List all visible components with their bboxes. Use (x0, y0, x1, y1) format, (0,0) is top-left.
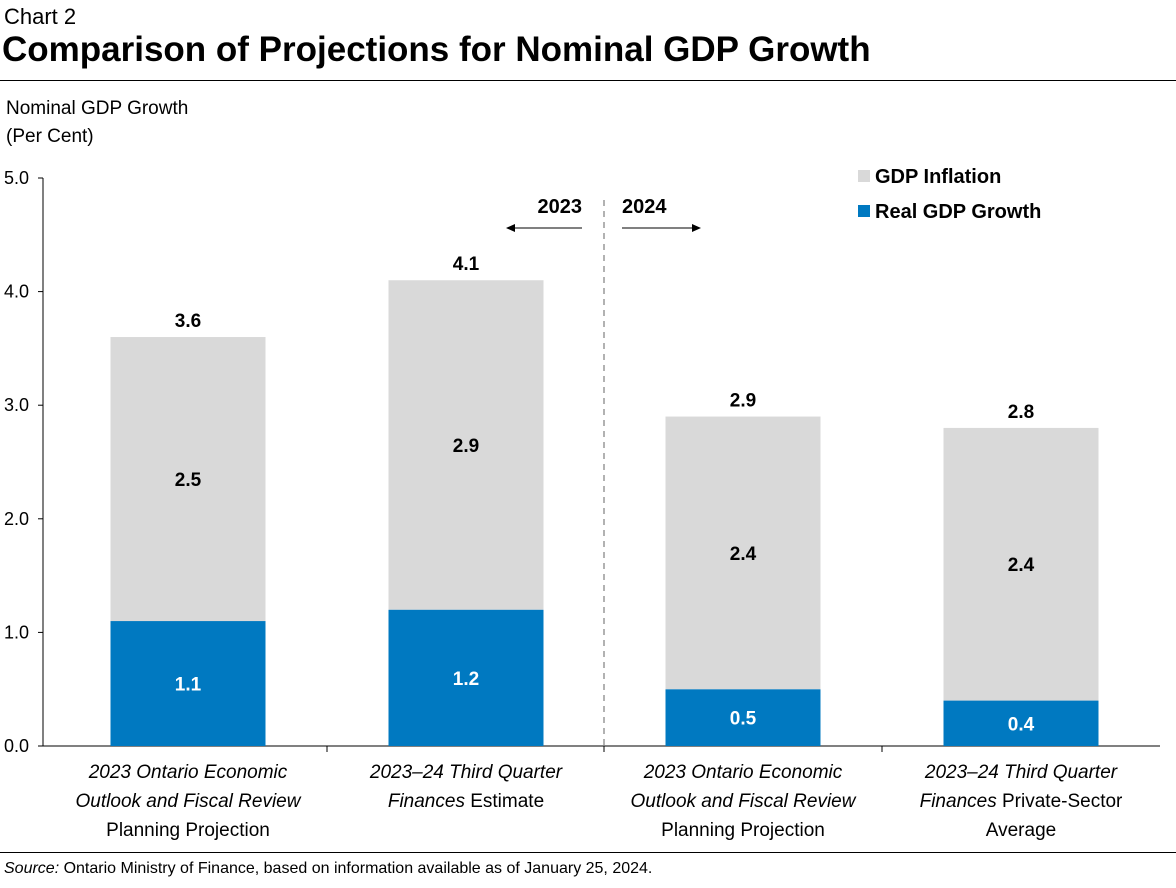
x-category-label-segment: 2023–24 Third Quarter (369, 762, 563, 783)
legend-swatch-gdp-inflation (858, 170, 870, 182)
bar-real-gdp-growth (943, 700, 1099, 746)
data-label-gdp-inflation: 2.4 (1008, 555, 1035, 576)
period-label-2023: 2023 (538, 196, 583, 218)
x-category-label-segment: 2023 Ontario Economic (643, 762, 843, 783)
legend-swatch-real-gdp-growth (858, 205, 870, 217)
x-category-label-segment: Finances (920, 791, 998, 812)
x-category-label-segment: Planning Projection (106, 820, 270, 841)
x-category-label: Planning Projection (106, 820, 270, 841)
x-category-label-segment: Average (986, 820, 1056, 841)
x-category-label: Finances Private-Sector (920, 791, 1123, 812)
source-divider (0, 852, 1176, 853)
x-category-label-segment: Finances (388, 791, 466, 812)
x-category-label: Average (986, 820, 1056, 841)
x-category-label: 2023–24 Third Quarter (369, 762, 563, 783)
x-category-label: 2023–24 Third Quarter (924, 762, 1118, 783)
bar-real-gdp-growth (110, 621, 266, 746)
data-label-total: 4.1 (453, 254, 480, 275)
bar-real-gdp-growth (665, 689, 821, 746)
title-divider (0, 80, 1176, 81)
y-tick-label: 1.0 (4, 622, 29, 642)
data-label-gdp-inflation: 2.4 (730, 544, 757, 565)
data-label-real-gdp-growth: 0.5 (730, 709, 757, 730)
x-category-label-segment: Outlook and Fiscal Review (76, 791, 302, 812)
data-label-total: 2.9 (730, 391, 756, 412)
y-tick-label: 5.0 (4, 168, 29, 188)
data-label-total: 3.6 (175, 311, 201, 332)
source-text: Ontario Ministry of Finance, based on in… (59, 860, 653, 877)
x-category-label-segment: Planning Projection (661, 820, 825, 841)
x-category-label: 2023 Ontario Economic (643, 762, 843, 783)
x-category-label-segment: 2023–24 Third Quarter (924, 762, 1118, 783)
x-category-label: Finances Estimate (388, 791, 544, 812)
x-category-label: Outlook and Fiscal Review (631, 791, 857, 812)
x-category-label-segment: 2023 Ontario Economic (88, 762, 288, 783)
chart-kicker: Chart 2 (4, 4, 77, 29)
source-label: Source: (4, 860, 60, 877)
source-note: Source: Ontario Ministry of Finance, bas… (4, 860, 652, 878)
y-tick-label: 3.0 (4, 395, 29, 415)
data-label-gdp-inflation: 2.9 (453, 436, 479, 457)
arrow-right-head (692, 224, 701, 232)
data-label-real-gdp-growth: 1.2 (453, 669, 479, 690)
period-label-2024: 2024 (622, 196, 667, 218)
legend-label-gdp-inflation: GDP Inflation (875, 166, 1001, 188)
data-label-gdp-inflation: 2.5 (175, 470, 202, 491)
data-label-total: 2.8 (1008, 402, 1034, 423)
y-tick-label: 0.0 (4, 736, 29, 756)
y-tick-label: 2.0 (4, 509, 29, 529)
y-tick-label: 4.0 (4, 282, 29, 302)
x-category-label: Planning Projection (661, 820, 825, 841)
data-label-real-gdp-growth: 1.1 (175, 675, 202, 696)
x-category-label-segment: Private-Sector (997, 791, 1123, 812)
x-category-label: Outlook and Fiscal Review (76, 791, 302, 812)
arrow-left-head (506, 224, 515, 232)
y-axis-label-line-2: (Per Cent) (6, 126, 94, 147)
chart-title: Comparison of Projections for Nominal GD… (2, 30, 871, 69)
bar-gdp-inflation (110, 337, 266, 622)
bar-real-gdp-growth (388, 609, 544, 746)
y-axis-label-line-1: Nominal GDP Growth (6, 98, 189, 119)
bar-gdp-inflation (943, 427, 1099, 701)
x-category-label-segment: Outlook and Fiscal Review (631, 791, 857, 812)
x-category-label-segment: Estimate (465, 791, 544, 812)
legend-label-real-gdp-growth: Real GDP Growth (875, 201, 1041, 223)
x-category-label: 2023 Ontario Economic (88, 762, 288, 783)
data-label-real-gdp-growth: 0.4 (1008, 714, 1035, 735)
bar-gdp-inflation (665, 416, 821, 690)
bar-gdp-inflation (388, 280, 544, 610)
